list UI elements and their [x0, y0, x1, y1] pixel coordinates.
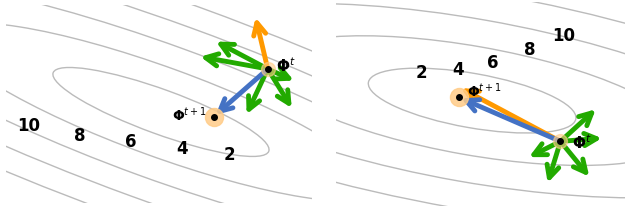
- Text: $\mathbf{\Phi}^t$: $\mathbf{\Phi}^t$: [572, 134, 592, 152]
- Text: 2: 2: [415, 64, 427, 82]
- Text: 6: 6: [125, 133, 136, 151]
- Text: 4: 4: [452, 61, 465, 79]
- Text: 4: 4: [176, 140, 188, 158]
- Text: 6: 6: [487, 54, 499, 72]
- Text: $\mathbf{\Phi}^t$: $\mathbf{\Phi}^t$: [276, 56, 295, 75]
- Text: 2: 2: [223, 146, 236, 164]
- Text: $\mathbf{\Phi}^{t+1}$: $\mathbf{\Phi}^{t+1}$: [467, 81, 502, 100]
- Text: 8: 8: [74, 127, 86, 145]
- Text: 10: 10: [552, 27, 575, 45]
- Text: 10: 10: [17, 117, 40, 135]
- Text: 8: 8: [524, 41, 536, 59]
- Text: $\mathbf{\Phi}^{t+1}$: $\mathbf{\Phi}^{t+1}$: [172, 106, 207, 124]
